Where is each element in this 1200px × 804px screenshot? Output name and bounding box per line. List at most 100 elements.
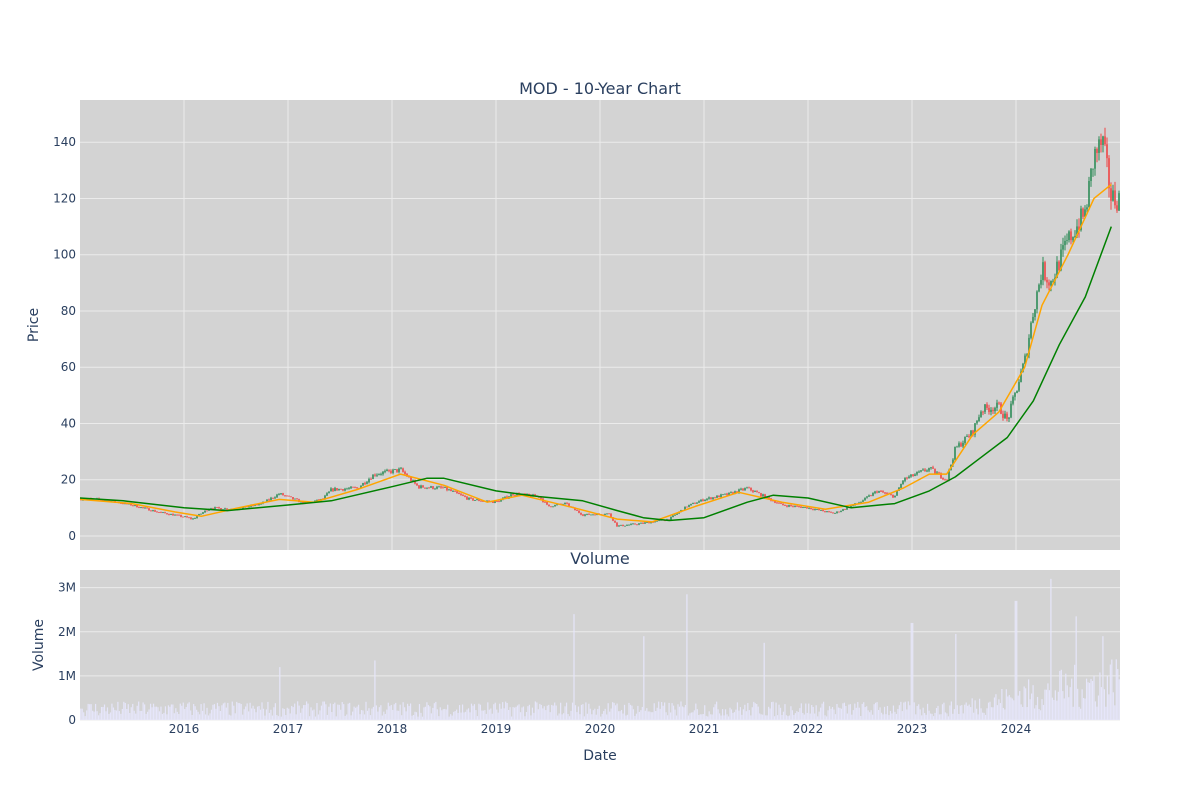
volume-bar bbox=[438, 716, 440, 720]
volume-bar bbox=[210, 709, 213, 720]
volume-bar bbox=[439, 707, 441, 720]
candle-body bbox=[582, 514, 584, 516]
candle-body bbox=[710, 497, 712, 500]
volume-bar bbox=[739, 707, 741, 720]
candle-body bbox=[716, 495, 718, 498]
volume-bar bbox=[320, 705, 323, 720]
candle-body bbox=[776, 502, 778, 504]
candle-body bbox=[1072, 237, 1074, 241]
volume-bar bbox=[721, 709, 724, 720]
candle-body bbox=[434, 488, 436, 490]
volume-bar bbox=[248, 711, 250, 720]
volume-bar bbox=[788, 715, 791, 720]
volume-axis-title: Volume bbox=[31, 619, 47, 671]
candle-body bbox=[818, 509, 820, 511]
volume-bar bbox=[665, 712, 667, 720]
volume-bar bbox=[185, 706, 187, 720]
volume-bar bbox=[823, 701, 825, 720]
candle-body bbox=[934, 468, 936, 474]
candle-body bbox=[632, 523, 634, 525]
candle-body bbox=[134, 504, 136, 506]
volume-bar bbox=[415, 712, 418, 720]
volume-bar bbox=[845, 705, 847, 720]
volume-bar bbox=[207, 715, 210, 720]
candle-body bbox=[432, 486, 434, 489]
volume-bar bbox=[903, 702, 905, 720]
candle-body bbox=[1114, 190, 1116, 206]
volume-bar bbox=[967, 705, 969, 720]
volume-bar bbox=[821, 703, 823, 720]
candle-body bbox=[242, 507, 244, 509]
candle-body bbox=[694, 502, 696, 504]
volume-bar bbox=[995, 694, 997, 720]
volume-bar bbox=[549, 712, 551, 720]
candle-body bbox=[1082, 208, 1084, 217]
volume-bar bbox=[863, 702, 865, 720]
volume-bar bbox=[1054, 690, 1056, 720]
volume-bar bbox=[661, 702, 663, 720]
volume-bar bbox=[563, 713, 565, 720]
volume-bar bbox=[919, 709, 921, 720]
candle-body bbox=[374, 474, 376, 476]
volume-bar bbox=[487, 702, 489, 720]
candle-body bbox=[912, 474, 914, 477]
candle-body bbox=[410, 477, 412, 481]
volume-bar bbox=[738, 710, 740, 720]
volume-bar bbox=[989, 701, 991, 720]
volume-bar bbox=[166, 714, 168, 720]
volume-bar bbox=[707, 716, 709, 720]
volume-bar bbox=[952, 713, 954, 720]
volume-bar bbox=[1031, 693, 1033, 720]
volume-bar bbox=[346, 714, 348, 720]
candle-body bbox=[546, 502, 548, 505]
volume-bar bbox=[285, 715, 287, 720]
volume-bar bbox=[511, 716, 513, 720]
volume-bar bbox=[114, 709, 116, 720]
volume-bar bbox=[163, 712, 165, 720]
volume-bar bbox=[615, 705, 617, 720]
volume-bar bbox=[197, 711, 199, 720]
candle-body bbox=[872, 493, 874, 496]
volume-bar bbox=[857, 702, 859, 720]
candle-body bbox=[738, 489, 740, 493]
volume-bar bbox=[314, 716, 317, 720]
candle-body bbox=[372, 474, 374, 480]
volume-bar bbox=[625, 715, 627, 720]
candle-body bbox=[688, 505, 690, 507]
volume-bar bbox=[889, 710, 892, 720]
volume-bar bbox=[432, 707, 434, 720]
candle-body bbox=[362, 482, 364, 486]
volume-bar bbox=[686, 594, 688, 720]
volume-bar bbox=[374, 660, 376, 720]
volume-bar bbox=[986, 708, 988, 720]
volume-bar bbox=[906, 709, 908, 720]
candle-body bbox=[834, 513, 836, 514]
candle-body bbox=[1012, 396, 1014, 404]
volume-bar bbox=[482, 710, 484, 720]
candle-body bbox=[764, 494, 766, 499]
volume-bar bbox=[753, 701, 755, 720]
volume-bar bbox=[955, 633, 957, 720]
candle-body bbox=[578, 510, 580, 513]
candle-body bbox=[136, 504, 138, 508]
volume-bar bbox=[1025, 688, 1027, 720]
volume-bar bbox=[869, 712, 871, 720]
volume-bar bbox=[766, 715, 768, 720]
volume-bar bbox=[570, 710, 572, 720]
candle-body bbox=[458, 493, 460, 495]
volume-bar bbox=[404, 707, 406, 720]
volume-bar bbox=[628, 702, 630, 720]
price-y-ticks: 0 20 40 60 80 100 120 140 bbox=[53, 135, 76, 543]
candle-body bbox=[722, 494, 724, 496]
volume-bar bbox=[1017, 695, 1019, 720]
volume-bar bbox=[412, 715, 415, 720]
volume-bar bbox=[597, 708, 599, 720]
candle-body bbox=[700, 499, 702, 502]
volume-bar bbox=[381, 715, 383, 720]
volume-bar bbox=[937, 705, 939, 720]
volume-bar bbox=[678, 706, 681, 720]
volume-bar bbox=[450, 714, 452, 720]
candle-body bbox=[1028, 337, 1030, 355]
candle-body bbox=[336, 488, 338, 491]
volume-bar bbox=[181, 705, 183, 720]
